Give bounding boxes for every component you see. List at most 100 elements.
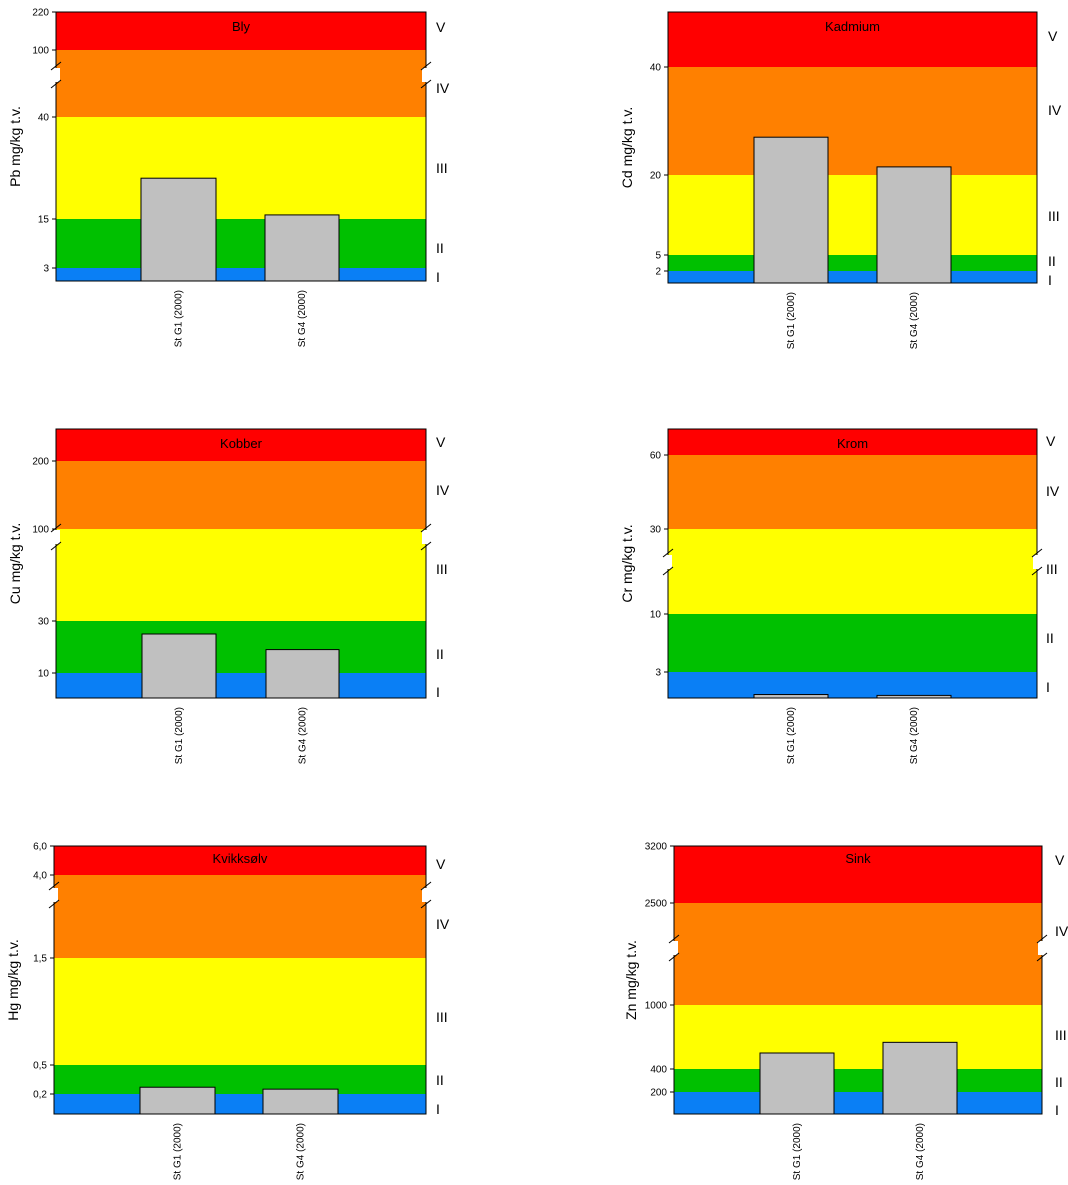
class-label-IV: IV xyxy=(436,482,450,498)
y-axis-label: Cr mg/kg t.v. xyxy=(619,524,635,602)
y-tick-label: 10 xyxy=(38,669,50,680)
class-band-IV xyxy=(668,455,1037,529)
class-band-III xyxy=(668,529,1037,614)
axis-break-gap xyxy=(50,888,58,902)
category-label: St G1 (2000) xyxy=(174,290,185,347)
bar-0 xyxy=(139,1086,216,1115)
y-tick-label: 2 xyxy=(655,267,661,278)
class-label-V: V xyxy=(436,856,446,872)
class-band-IV xyxy=(56,50,426,117)
axis-break-mark xyxy=(420,541,432,551)
axis-break-mark xyxy=(420,61,432,71)
class-band-V xyxy=(668,12,1037,67)
y-tick-label: 3200 xyxy=(645,842,668,853)
y-axis-label: Cd mg/kg t.v. xyxy=(619,107,635,188)
y-tick-label: 6,0 xyxy=(33,842,47,853)
axis-break-gap xyxy=(422,530,430,544)
y-tick-label: 200 xyxy=(32,457,49,468)
category-label: St G1 (2000) xyxy=(786,707,797,764)
class-label-IV: IV xyxy=(1046,483,1060,499)
class-band-V xyxy=(54,846,426,875)
y-tick-label: 100 xyxy=(32,46,49,57)
bar-1 xyxy=(876,166,952,284)
y-tick-label: 15 xyxy=(38,215,50,226)
y-tick-label: 100 xyxy=(32,525,49,536)
class-band-III xyxy=(56,117,426,219)
y-tick-label: 40 xyxy=(38,113,50,124)
class-label-V: V xyxy=(1046,433,1056,449)
class-label-I: I xyxy=(436,684,440,700)
category-label: St G1 (2000) xyxy=(786,292,797,349)
chart-title: Kvikksølv xyxy=(213,851,268,866)
category-label: St G4 (2000) xyxy=(297,290,308,347)
y-tick-label: 30 xyxy=(38,617,50,628)
axis-break-mark xyxy=(50,61,62,71)
class-band-III xyxy=(668,175,1037,255)
chart-title: Kadmium xyxy=(825,19,880,34)
y-axis-label: Hg mg/kg t.v. xyxy=(5,939,21,1020)
class-band-II xyxy=(56,219,426,268)
axis-break-mark xyxy=(1036,952,1048,962)
axis-break-mark xyxy=(668,934,680,944)
category-label: St G4 (2000) xyxy=(298,707,309,764)
y-tick-label: 30 xyxy=(650,525,662,536)
chart-title: Sink xyxy=(845,851,871,866)
bar-1 xyxy=(262,1088,339,1115)
axis-break-mark xyxy=(48,881,60,891)
class-label-III: III xyxy=(1048,208,1060,224)
y-axis-label: Zn mg/kg t.v. xyxy=(623,940,639,1020)
class-label-III: III xyxy=(1055,1027,1067,1043)
y-tick-label: 0,5 xyxy=(33,1061,47,1072)
class-label-V: V xyxy=(1048,28,1058,44)
axis-break-mark xyxy=(662,548,674,558)
axis-break-mark xyxy=(668,952,680,962)
class-band-I xyxy=(668,672,1037,698)
class-label-I: I xyxy=(1046,679,1050,695)
axis-break-gap xyxy=(422,68,430,82)
y-tick-label: 10 xyxy=(650,610,662,621)
axis-break-gap xyxy=(422,888,430,902)
class-label-V: V xyxy=(436,19,446,35)
axis-break-mark xyxy=(1036,934,1048,944)
axis-break-gap xyxy=(670,941,678,955)
class-band-II xyxy=(668,614,1037,672)
class-label-III: III xyxy=(436,160,448,176)
class-label-V: V xyxy=(436,434,446,450)
y-tick-label: 20 xyxy=(650,171,662,182)
axis-break-gap xyxy=(664,555,672,569)
bar-1 xyxy=(265,649,340,699)
class-label-V: V xyxy=(1055,852,1065,868)
y-tick-label: 2500 xyxy=(645,899,668,910)
axis-break-gap xyxy=(1033,555,1041,569)
class-band-IV xyxy=(56,461,426,529)
class-label-IV: IV xyxy=(436,80,450,96)
bar-0 xyxy=(753,694,829,699)
class-label-IV: IV xyxy=(1055,923,1068,939)
class-label-III: III xyxy=(1046,561,1058,577)
plot-frame xyxy=(53,845,427,1115)
category-label: St G1 (2000) xyxy=(792,1123,803,1180)
class-band-I xyxy=(56,673,426,698)
y-tick-label: 3 xyxy=(655,668,661,679)
y-tick-label: 1,5 xyxy=(33,954,47,965)
class-band-I xyxy=(56,268,426,281)
axis-break-mark xyxy=(1031,566,1043,576)
class-label-II: II xyxy=(436,240,444,256)
class-band-V xyxy=(674,846,1042,903)
class-band-V xyxy=(56,429,426,461)
class-label-III: III xyxy=(436,1009,448,1025)
class-band-III xyxy=(54,958,426,1065)
bar-0 xyxy=(753,136,829,284)
y-axis-label: Pb mg/kg t.v. xyxy=(7,106,23,187)
class-label-IV: IV xyxy=(436,916,450,932)
y-tick-label: 4,0 xyxy=(33,871,47,882)
bar-0 xyxy=(140,177,217,282)
class-label-II: II xyxy=(1048,253,1056,269)
y-tick-label: 200 xyxy=(650,1088,667,1099)
axis-break-mark xyxy=(662,566,674,576)
